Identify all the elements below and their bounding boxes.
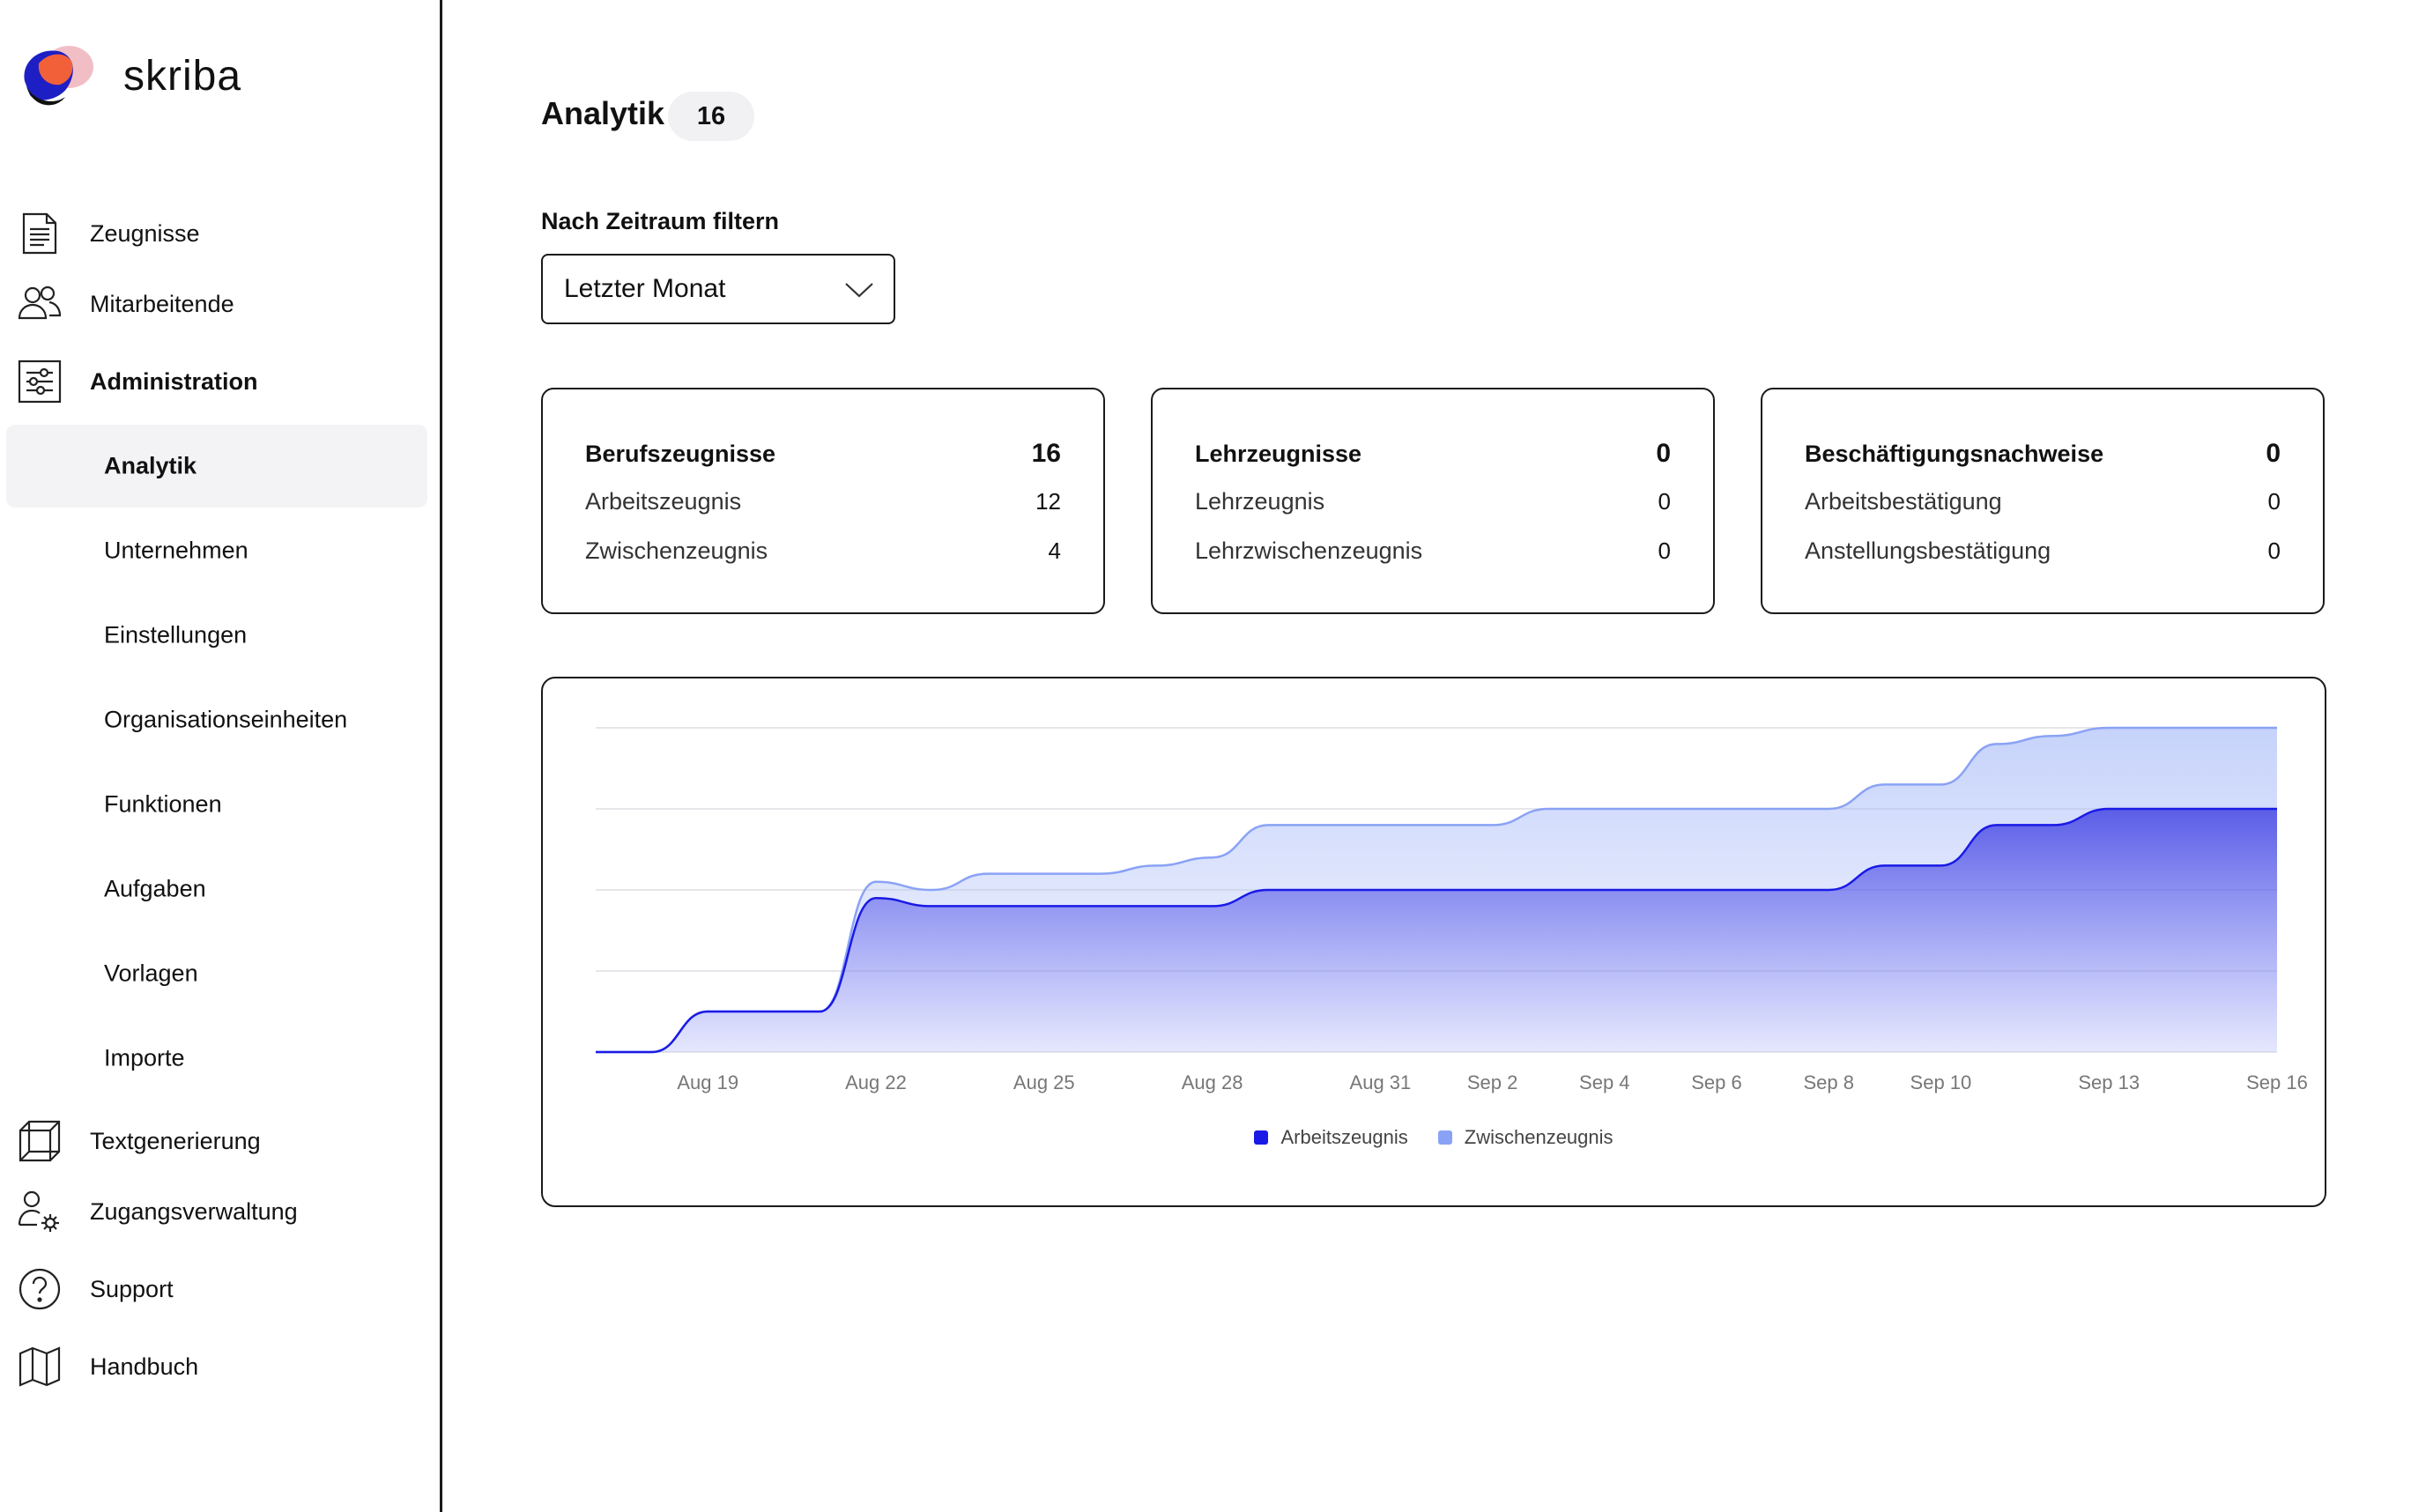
x-tick-label: Aug 31	[1350, 1071, 1412, 1093]
chart-legend: Arbeitszeugnis Zwischenzeugnis	[543, 1126, 2325, 1149]
series-line-zwischenzeugnis	[596, 726, 2277, 1054]
card-row-label: Arbeitszeugnis	[585, 488, 742, 515]
card-row-value: 0	[2267, 537, 2281, 564]
sidebar-subitem-importe[interactable]: Importe	[6, 1017, 427, 1100]
sidebar-subitem-label: Organisationseinheiten	[104, 706, 348, 733]
count-badge: 16	[668, 92, 754, 141]
x-tick-label: Sep 13	[2078, 1071, 2140, 1093]
stat-card-lehrzeugnisse: Lehrzeugnisse 0 Lehrzeugnis 0 Lehrzwischen…	[1151, 388, 1715, 614]
sidebar-item-label: Textgenerierung	[90, 1127, 261, 1154]
series-area-arbeitszeugnis	[596, 809, 2277, 1052]
x-tick-label: Aug 25	[1013, 1071, 1075, 1093]
sidebar-subitem-funktionen[interactable]: Funktionen	[6, 763, 427, 846]
sidebar-subitem-analytik[interactable]: Analytik	[6, 425, 427, 508]
sidebar-item-zugangsverwaltung[interactable]: Zugangsverwaltung	[0, 1190, 432, 1234]
series-line-arbeitszeugnis	[596, 807, 2277, 1054]
card-row-value: 4	[1048, 537, 1061, 564]
help-circle-icon	[18, 1267, 62, 1311]
app-logo[interactable]: skriba	[18, 42, 241, 109]
sidebar-subitem-label: Importe	[104, 1044, 185, 1071]
document-icon	[18, 211, 62, 256]
logo-mark-icon	[24, 46, 93, 106]
legend-label: Zwischenzeugnis	[1464, 1126, 1614, 1148]
sidebar-item-support[interactable]: Support	[0, 1267, 432, 1311]
x-tick-label: Sep 16	[2246, 1071, 2308, 1093]
area-chart: Aug 19 Aug 22 Aug 25 Aug 28 Aug 31 Sep 2 Sep 4…	[596, 726, 2308, 1093]
legend-swatch	[1437, 1130, 1452, 1145]
period-filter-value: Letzter Monat	[564, 274, 726, 303]
x-tick-label: Sep 4	[1579, 1071, 1630, 1093]
sidebar-item-handbuch[interactable]: Handbuch	[0, 1345, 432, 1389]
sidebar-subitem-label: Aufgaben	[104, 875, 206, 902]
sidebar-item-label: Zugangsverwaltung	[90, 1197, 298, 1225]
sidebar-item-label: Administration	[90, 367, 258, 395]
sidebar-item-administration[interactable]: Administration	[0, 359, 432, 404]
card-total: 16	[1031, 439, 1061, 468]
card-total: 0	[1656, 439, 1671, 468]
sidebar-subitem-label: Unternehmen	[104, 537, 249, 564]
sidebar-subitem-aufgaben[interactable]: Aufgaben	[6, 848, 427, 930]
filter-label: Nach Zeitraum filtern	[541, 208, 780, 234]
sidebar: skriba Zeugnisse Mitarbeitende Administr…	[0, 0, 442, 1512]
sidebar-item-label: Support	[90, 1275, 174, 1302]
period-filter-select[interactable]: Letzter Monat	[541, 254, 895, 324]
card-title: Berufszeugnisse	[585, 440, 776, 467]
card-row-value: 0	[1658, 537, 1671, 564]
sidebar-item-label: Zeugnisse	[90, 219, 200, 247]
card-row-label: Lehrzwischenzeugnis	[1195, 537, 1423, 564]
card-row-label: Lehrzeugnis	[1195, 488, 1325, 515]
sidebar-subitem-vorlagen[interactable]: Vorlagen	[6, 932, 427, 1015]
app-name: skriba	[123, 52, 242, 100]
card-row-label: Zwischenzeugnis	[585, 537, 768, 564]
stat-card-berufszeugnisse: Berufszeugnisse 16 Arbeitszeugnis 12 Zwisc…	[541, 388, 1105, 614]
sidebar-item-zeugnisse[interactable]: Zeugnisse	[0, 211, 432, 256]
sidebar-subitem-label: Vorlagen	[104, 960, 198, 987]
x-tick-label: Aug 28	[1182, 1071, 1243, 1093]
x-tick-label: Sep 8	[1803, 1071, 1854, 1093]
card-title: Lehrzeugnisse	[1195, 440, 1362, 467]
x-tick-label: Aug 19	[677, 1071, 738, 1093]
stat-card-beschaeftigungsnachweise: Beschäftigungsnachweise 0 Arbeitsbestätig…	[1761, 388, 2325, 614]
card-row-label: Anstellungsbestätigung	[1805, 537, 2051, 564]
sidebar-subitem-einstellungen[interactable]: Einstellungen	[6, 594, 427, 677]
card-title: Beschäftigungsnachweise	[1805, 440, 2104, 467]
x-tick-label: Sep 10	[1910, 1071, 1972, 1093]
legend-swatch	[1254, 1130, 1269, 1145]
x-tick-label: Sep 2	[1467, 1071, 1518, 1093]
card-row-value: 0	[2267, 488, 2281, 515]
x-tick-label: Aug 22	[845, 1071, 907, 1093]
cube-icon	[18, 1119, 62, 1163]
analytics-chart: Aug 19 Aug 22 Aug 25 Aug 28 Aug 31 Sep 2 Sep 4…	[541, 677, 2326, 1207]
sidebar-subitem-label: Analytik	[104, 452, 197, 479]
sidebar-subitem-unternehmen[interactable]: Unternehmen	[6, 509, 427, 592]
legend-item-zwischenzeugnis[interactable]: Zwischenzeugnis	[1437, 1126, 1614, 1149]
book-icon	[18, 1345, 62, 1389]
card-row-value: 0	[1658, 488, 1671, 515]
user-gear-icon	[18, 1190, 62, 1234]
card-total: 0	[2266, 439, 2281, 468]
page-title: Analytik	[541, 95, 665, 131]
sidebar-item-label: Mitarbeitende	[90, 290, 234, 317]
chevron-down-icon	[845, 283, 873, 298]
sidebar-item-label: Handbuch	[90, 1353, 199, 1380]
legend-label: Arbeitszeugnis	[1280, 1126, 1408, 1148]
sidebar-subitem-label: Funktionen	[104, 790, 222, 818]
x-tick-label: Sep 6	[1691, 1071, 1742, 1093]
card-row-value: 12	[1035, 488, 1061, 515]
card-row-label: Arbeitsbestätigung	[1805, 488, 2002, 515]
users-icon	[18, 282, 62, 326]
sidebar-item-textgenerierung[interactable]: Textgenerierung	[0, 1119, 432, 1163]
sliders-icon	[18, 359, 62, 404]
sidebar-subitem-label: Einstellungen	[104, 621, 248, 649]
sidebar-item-mitarbeitende[interactable]: Mitarbeitende	[0, 282, 432, 326]
legend-item-arbeitszeugnis[interactable]: Arbeitszeugnis	[1254, 1126, 1408, 1149]
sidebar-subitem-organisationseinheiten[interactable]: Organisationseinheiten	[6, 678, 427, 761]
